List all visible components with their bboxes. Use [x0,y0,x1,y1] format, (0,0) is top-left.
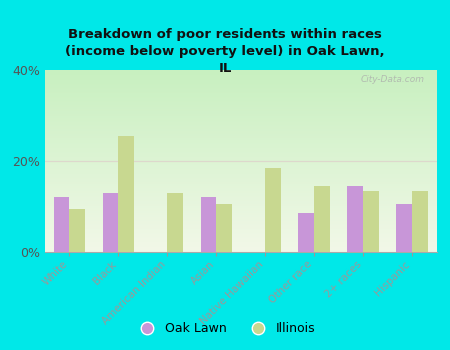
Bar [298,213,314,252]
Bar [396,204,412,252]
Bar [412,190,427,252]
Legend: Oak Lawn, Illinois: Oak Lawn, Illinois [130,317,320,340]
Bar [103,193,118,252]
Text: Breakdown of poor residents within races
(income below poverty level) in Oak Law: Breakdown of poor residents within races… [65,28,385,75]
Text: City-Data.com: City-Data.com [361,76,425,84]
Bar [167,193,183,252]
Bar [314,186,330,252]
Bar [201,197,216,252]
Bar [118,136,134,252]
Bar [216,204,232,252]
Bar [363,190,379,252]
Bar [54,197,69,252]
Bar [347,186,363,252]
Bar [69,209,85,252]
Bar [265,168,281,252]
